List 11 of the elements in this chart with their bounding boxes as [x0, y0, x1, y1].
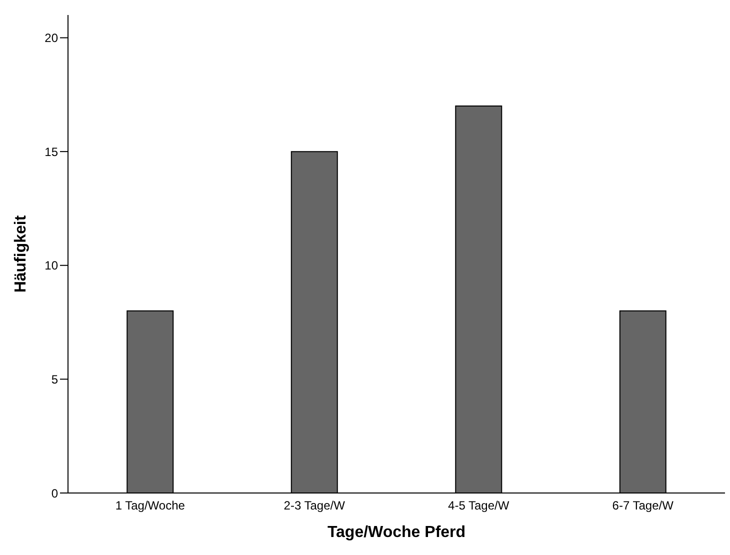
x-tick-label: 6-7 Tage/W [612, 498, 674, 513]
x-tick-label: 1 Tag/Woche [115, 498, 186, 513]
y-tick-label: 0 [51, 486, 58, 500]
y-tick-label: 5 [51, 372, 58, 386]
y-tick-label: 10 [44, 258, 58, 273]
x-tick-label: 2-3 Tage/W [284, 498, 346, 513]
x-tick-label: 4-5 Tage/W [448, 498, 510, 513]
y-axis-title: Häufigkeit [12, 214, 30, 293]
x-axis-title: Tage/Woche Pferd [327, 524, 466, 541]
y-tick-label: 20 [44, 31, 58, 46]
y-tick-label: 15 [44, 144, 58, 159]
